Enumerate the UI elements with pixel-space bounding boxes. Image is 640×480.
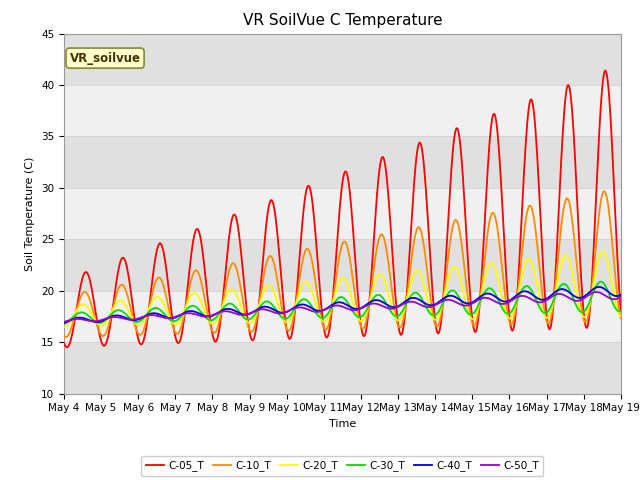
C-40_T (184, 309, 192, 314)
C-10_T (214, 324, 222, 329)
Bar (64, 85, 621, 136)
C-50_T (127, 317, 135, 323)
C-20_T (617, 313, 625, 319)
Legend: C-05_T, C-10_T, C-20_T, C-30_T, C-40_T, C-50_T: C-05_T, C-10_T, C-20_T, C-30_T, C-40_T, … (141, 456, 543, 476)
C-30_T (617, 308, 625, 314)
C-30_T (60, 321, 68, 326)
C-05_T (411, 171, 419, 177)
C-50_T (426, 304, 434, 310)
C-10_T (411, 234, 419, 240)
Line: C-30_T: C-30_T (64, 282, 621, 324)
C-50_T (184, 310, 192, 316)
Bar (64, 136, 621, 188)
C-20_T (60, 324, 68, 330)
C-10_T (71, 313, 79, 319)
C-50_T (214, 310, 221, 316)
C-05_T (617, 308, 625, 313)
C-05_T (185, 275, 193, 280)
Y-axis label: Soil Temperature (C): Soil Temperature (C) (26, 156, 35, 271)
C-10_T (428, 300, 435, 306)
C-30_T (127, 317, 135, 323)
C-40_T (426, 302, 434, 308)
C-50_T (70, 316, 78, 322)
C-10_T (60, 333, 68, 339)
C-05_T (128, 298, 136, 304)
Title: VR SoilVue C Temperature: VR SoilVue C Temperature (243, 13, 442, 28)
C-50_T (410, 299, 418, 305)
C-05_T (63, 344, 71, 350)
C-50_T (60, 319, 68, 324)
Bar (64, 34, 621, 85)
C-05_T (60, 340, 68, 346)
Text: VR_soilvue: VR_soilvue (70, 51, 141, 65)
C-05_T (71, 317, 79, 323)
Line: C-10_T: C-10_T (64, 191, 621, 337)
C-50_T (592, 289, 600, 295)
C-30_T (70, 313, 78, 319)
C-10_T (617, 315, 625, 321)
C-30_T (597, 279, 605, 285)
C-30_T (410, 290, 418, 296)
C-40_T (127, 317, 135, 323)
Line: C-20_T: C-20_T (64, 252, 621, 327)
C-20_T (599, 249, 607, 254)
C-20_T (410, 271, 418, 276)
C-20_T (184, 299, 192, 305)
C-30_T (184, 305, 192, 311)
Line: C-50_T: C-50_T (64, 292, 621, 322)
C-20_T (70, 312, 78, 318)
Bar (64, 188, 621, 240)
Bar (64, 342, 621, 394)
C-50_T (617, 294, 625, 300)
C-40_T (70, 316, 78, 322)
C-05_T (214, 333, 222, 338)
C-40_T (214, 310, 221, 316)
C-30_T (426, 311, 434, 316)
C-40_T (595, 284, 603, 290)
C-20_T (214, 316, 221, 322)
C-40_T (617, 292, 625, 298)
Bar (64, 240, 621, 291)
X-axis label: Time: Time (329, 419, 356, 429)
C-10_T (128, 312, 136, 318)
Line: C-40_T: C-40_T (64, 287, 621, 323)
Bar (64, 291, 621, 342)
C-05_T (602, 68, 609, 73)
C-40_T (60, 320, 68, 326)
C-10_T (185, 288, 193, 294)
C-05_T (428, 268, 435, 274)
Line: C-05_T: C-05_T (64, 71, 621, 347)
C-10_T (601, 188, 609, 194)
C-40_T (410, 295, 418, 301)
C-20_T (127, 314, 135, 320)
C-20_T (426, 308, 434, 313)
C-30_T (214, 313, 221, 319)
C-10_T (61, 334, 69, 340)
